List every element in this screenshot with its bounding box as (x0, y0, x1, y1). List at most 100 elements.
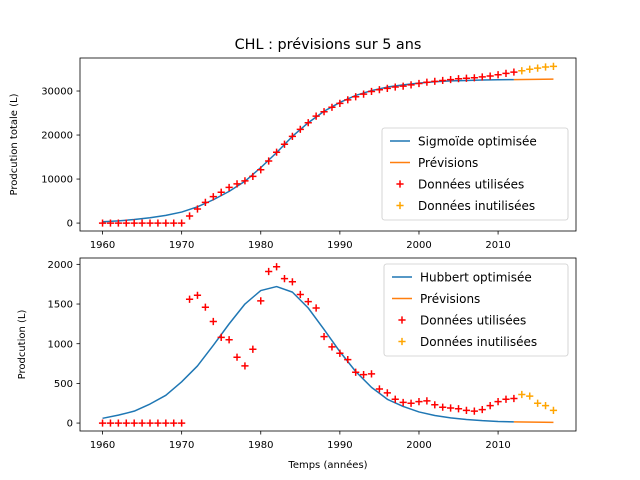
scatter-point (502, 395, 510, 403)
scatter-point (185, 212, 194, 220)
scatter-point (296, 290, 304, 299)
scatter-point (193, 291, 202, 299)
panel-bottom: 1960 1970 1980 1990 2000 2010 0 500 1000 1500 2000… (17, 257, 577, 471)
scatter-point (98, 219, 107, 227)
plot-area (98, 62, 558, 227)
scatter-point (209, 317, 217, 326)
scatter-point (178, 219, 186, 227)
scatter-point (359, 371, 368, 379)
scatter-point (336, 349, 344, 357)
legend-label: Prévisions (418, 156, 478, 170)
scatter-point (352, 368, 360, 376)
scatter-point (265, 157, 273, 165)
y-tick-label: 30000 (41, 87, 73, 98)
scatter-point (225, 183, 233, 192)
scatter-point (225, 336, 233, 344)
plot-area (98, 263, 558, 427)
scatter-point (478, 73, 486, 81)
scatter-point (549, 62, 558, 70)
scatter-point (470, 74, 478, 82)
scatter-point (399, 82, 407, 90)
scatter-point (359, 90, 368, 98)
scatter-point (170, 419, 178, 427)
x-tick-label: 1960 (90, 440, 115, 451)
scatter-point (233, 180, 241, 188)
legend: Hubbert optimisée Prévisions Données utili… (383, 263, 569, 357)
x-tick-label: 2000 (406, 440, 431, 451)
scatter-point (162, 219, 170, 227)
scatter-point (344, 96, 352, 104)
y-tick-label: 1000 (48, 339, 73, 350)
y-tick-label: 0 (67, 419, 73, 430)
scatter-point (154, 419, 162, 427)
legend-handle-marker (398, 316, 406, 324)
scatter-point (518, 390, 526, 399)
scatter-point (114, 219, 122, 227)
scatter-point (383, 84, 391, 92)
scatter-point (265, 267, 273, 276)
scatter-point (193, 205, 202, 213)
scatter-point (241, 362, 249, 370)
scatter-point (541, 402, 550, 410)
scatter-point (217, 188, 225, 196)
x-axis-label: Temps (années) (287, 459, 367, 471)
x-tick-label: 1970 (169, 240, 194, 251)
x-tick-label: 1990 (327, 440, 352, 451)
scatter-point (114, 419, 122, 427)
scatter-point (146, 419, 154, 427)
scatter-point (288, 132, 297, 140)
scatter-point (391, 395, 399, 403)
axes-frame (79, 257, 577, 432)
scatter-point (170, 219, 178, 227)
scatter-point (328, 103, 336, 111)
scatter-point (209, 193, 217, 201)
scatter-point (280, 275, 289, 283)
y-tick-label: 10000 (41, 175, 73, 186)
scatter-point (462, 406, 471, 414)
scatter-point (399, 398, 407, 407)
scatter-point (312, 112, 320, 120)
scatter-point (272, 148, 281, 156)
scatter-point (541, 63, 550, 71)
legend-handle-marker (396, 201, 404, 210)
x-tick-label: 1980 (248, 440, 273, 451)
scatter-point (146, 219, 154, 227)
legend-label: Sigmoïde optimisée (418, 135, 537, 149)
scatter-point (367, 87, 376, 96)
scatter-point (502, 69, 510, 78)
scatter-point (272, 263, 281, 271)
y-axis-label: Prodcution totale (L) (9, 93, 20, 195)
scatter-point (549, 406, 558, 414)
scatter-point (154, 219, 162, 227)
scatter-point (312, 304, 320, 312)
scatter-point (510, 394, 518, 403)
scatter-point (431, 77, 439, 85)
scatter-point (138, 419, 146, 427)
scatter-point (320, 108, 328, 116)
scatter-point (178, 419, 186, 427)
scatter-point (304, 119, 312, 127)
scatter-point (447, 404, 455, 412)
scatter-point (162, 419, 170, 427)
scatter-point (494, 71, 502, 79)
legend-box (381, 127, 569, 221)
scatter-point (510, 68, 518, 76)
scatter-point (233, 353, 241, 361)
scatter-point (336, 99, 344, 107)
scatter-point (257, 297, 265, 305)
scatter-point (462, 74, 471, 82)
scatter-point (375, 385, 384, 393)
scatter-point (249, 345, 257, 353)
scatter-point (439, 76, 447, 85)
y-tick-label: 0 (67, 219, 73, 230)
scatter-point (241, 177, 249, 185)
scatter-point (454, 75, 463, 83)
axes-frame (79, 57, 577, 232)
scatter-point (304, 298, 312, 306)
scatter-point (375, 86, 384, 94)
legend-label: Prévisions (420, 292, 480, 306)
scatter-point (415, 398, 423, 406)
scatter-point (130, 419, 138, 427)
x-tick-label: 2000 (406, 240, 431, 251)
